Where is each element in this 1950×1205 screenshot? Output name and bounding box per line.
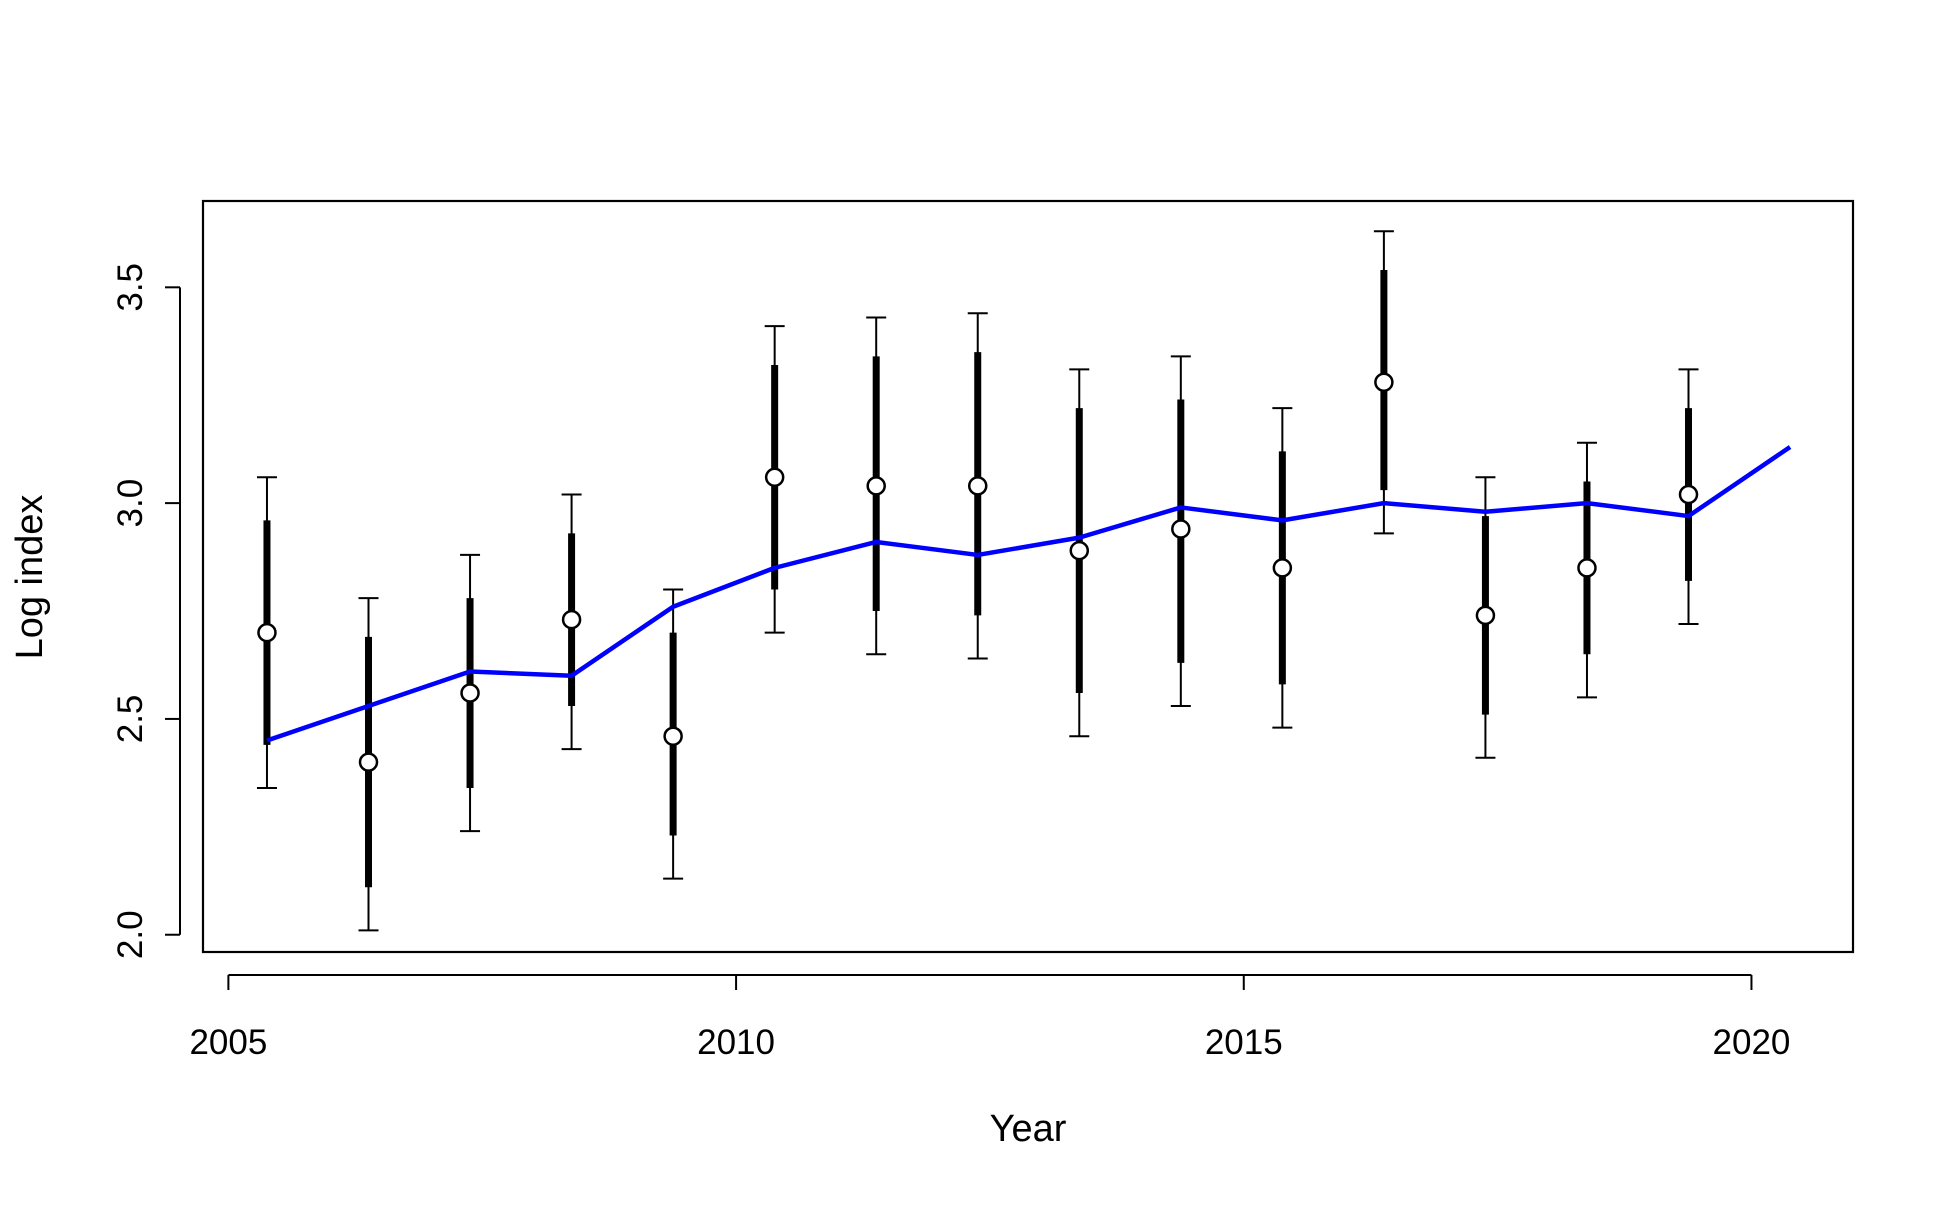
plot-frame xyxy=(201,199,1855,954)
x-tick-label: 2005 xyxy=(189,1023,267,1062)
observed-point xyxy=(866,476,886,496)
observed-point xyxy=(1374,372,1394,393)
observed-point xyxy=(1678,484,1699,505)
observed-point xyxy=(1475,605,1496,626)
fitted-line xyxy=(266,445,1792,743)
observed-point xyxy=(358,752,379,772)
x-tick-label: 2015 xyxy=(1205,1023,1283,1062)
observed-point xyxy=(764,467,785,487)
observed-point xyxy=(460,683,480,703)
x-axis-label: Year xyxy=(990,1108,1067,1150)
x-tick-label: 2020 xyxy=(1713,1023,1791,1062)
x-tick-label: 2010 xyxy=(697,1023,775,1062)
observed-point xyxy=(1577,558,1597,578)
plot-elements xyxy=(256,230,1792,932)
y-tick-label: 3.0 xyxy=(111,479,150,528)
observed-point xyxy=(1069,540,1090,561)
observed-point xyxy=(967,476,988,496)
observed-point xyxy=(1272,558,1293,578)
y-tick-label: 2.0 xyxy=(111,910,150,959)
observed-point xyxy=(257,622,277,643)
y-tick-label: 2.5 xyxy=(111,695,150,744)
observed-point xyxy=(1171,519,1191,539)
y-axis-label: Log index xyxy=(9,495,51,660)
x-axis: 2005 2010 2015 2020 xyxy=(189,974,1791,1062)
observed-point xyxy=(663,726,683,746)
y-tick-label: 3.5 xyxy=(111,263,150,312)
y-axis: 2.0 2.5 3.0 3.5 xyxy=(111,263,181,959)
observed-point xyxy=(561,609,582,630)
